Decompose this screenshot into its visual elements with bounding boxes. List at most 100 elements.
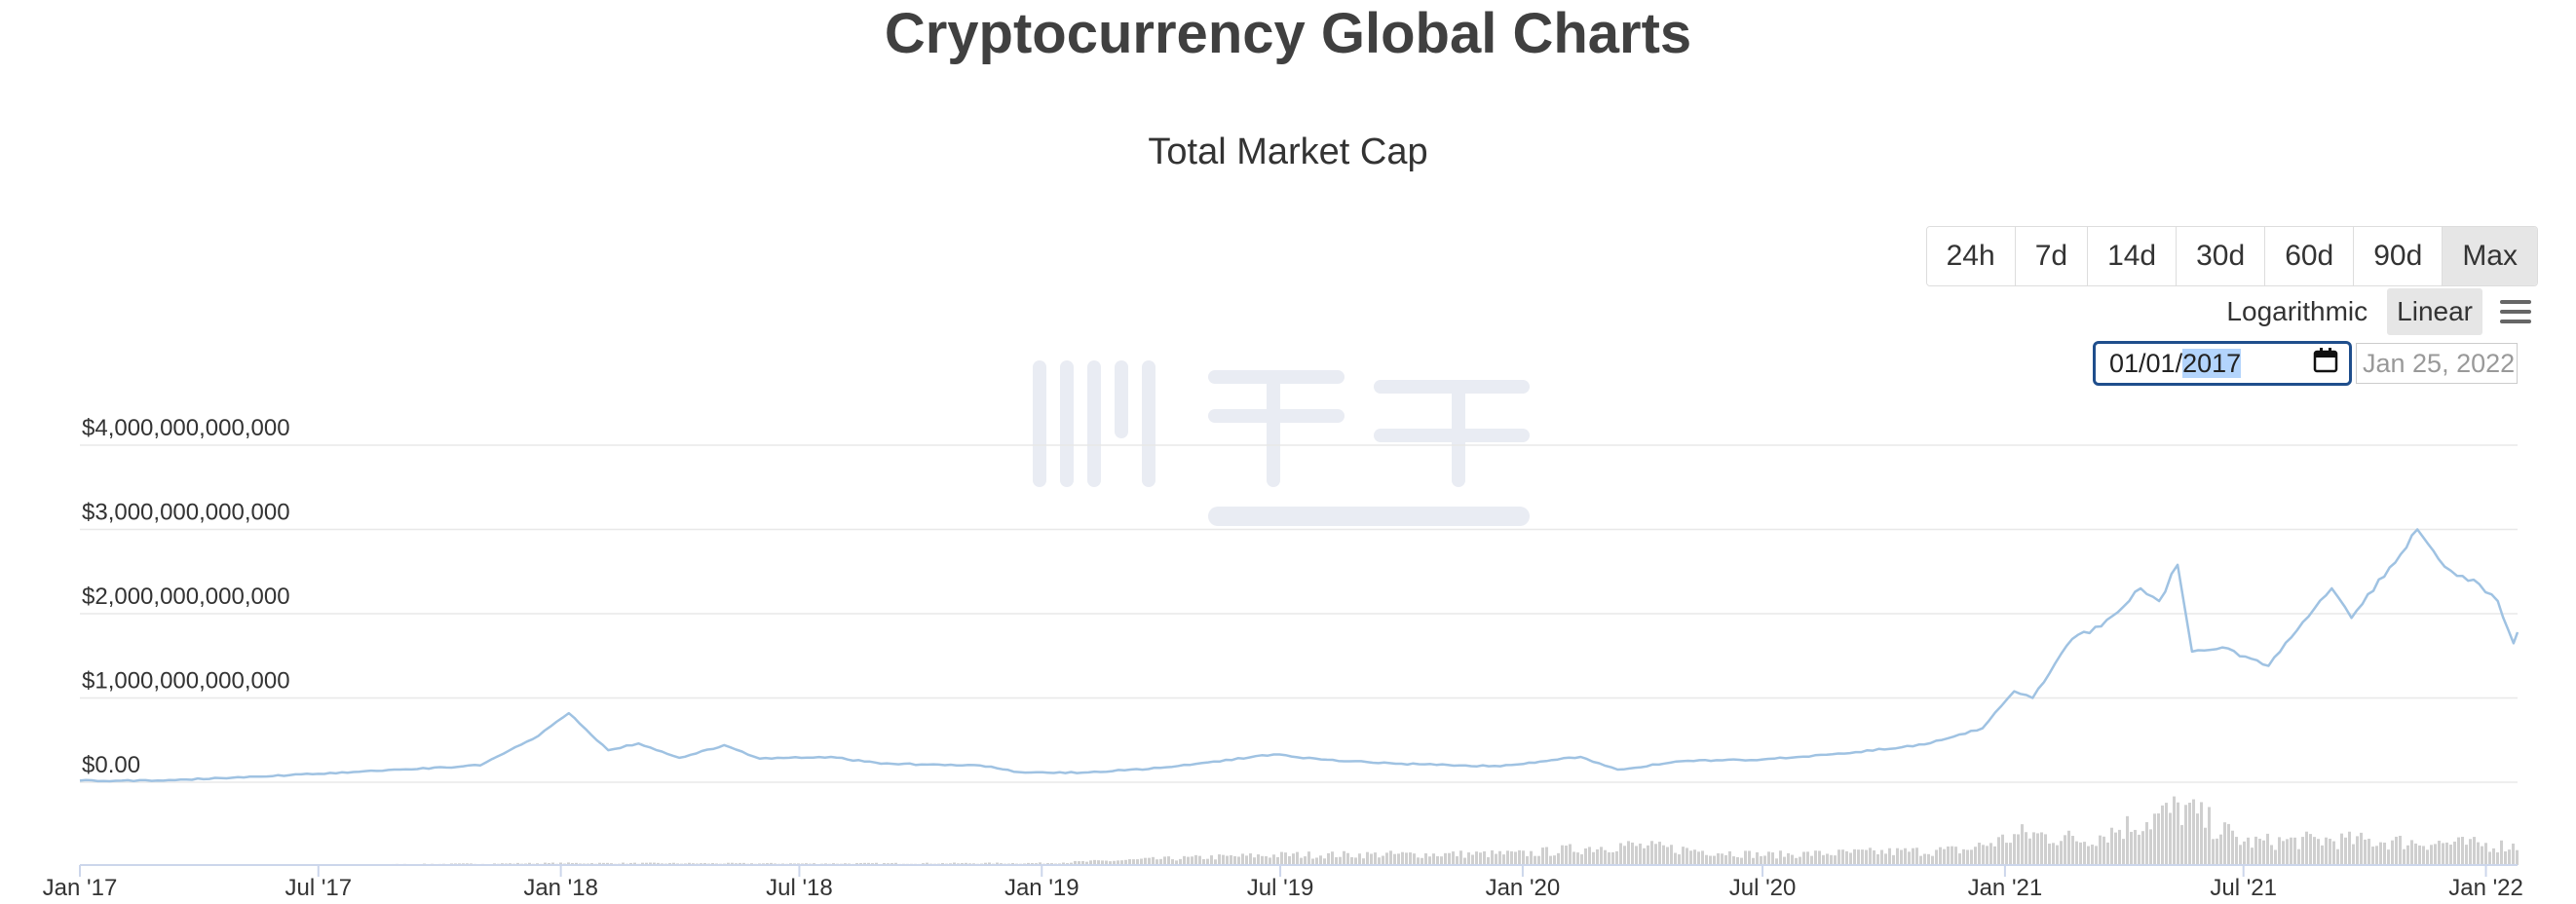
volume-bar — [1510, 850, 1513, 865]
volume-bar — [2243, 841, 2246, 865]
x-tick-label: Jan '18 — [523, 875, 598, 901]
volume-bar — [1335, 857, 1338, 865]
volume-bar — [649, 862, 652, 865]
volume-bar — [1662, 845, 1665, 865]
range-button-90d[interactable]: 90d — [2353, 227, 2443, 285]
volume-bar — [1120, 860, 1123, 865]
volume-bar — [2414, 843, 2417, 865]
volume-bar — [1580, 854, 1583, 865]
volume-bar — [1506, 850, 1509, 865]
volume-bar — [1763, 855, 1766, 865]
volume-bar — [1744, 850, 1747, 865]
volume-bar — [1760, 855, 1762, 865]
volume-bar — [1923, 853, 1926, 865]
volume-bar — [1191, 856, 1193, 865]
volume-bar — [1900, 849, 1903, 865]
volume-bar — [2227, 823, 2230, 865]
volume-bar — [2305, 831, 2308, 865]
volume-bar — [1608, 851, 1610, 865]
volume-bar — [1354, 857, 1357, 865]
volume-bar — [2332, 841, 2335, 865]
volume-bar — [1876, 853, 1879, 865]
volume-bar — [2286, 839, 2289, 865]
volume-bar — [1487, 857, 1490, 865]
x-tick-label: Jan '19 — [1004, 875, 1080, 901]
volume-bar — [1105, 860, 1108, 865]
volume-bar — [1378, 857, 1381, 865]
volume-bar — [1857, 849, 1860, 865]
volume-bar — [1479, 852, 1482, 865]
volume-bar — [688, 862, 691, 865]
volume-bar — [1908, 851, 1911, 865]
volume-bar — [1861, 849, 1864, 865]
volume-bar — [1775, 858, 1778, 865]
volume-bar — [2028, 838, 2031, 865]
volume-bar — [1537, 855, 1540, 865]
hamburger-menu-icon[interactable] — [2492, 288, 2539, 335]
volume-bar — [1230, 854, 1232, 865]
volume-bar — [1300, 857, 1303, 865]
volume-bar — [2009, 843, 2012, 865]
range-button-30d[interactable]: 30d — [2176, 227, 2265, 285]
volume-bar — [2110, 827, 2113, 865]
volume-bar — [1155, 859, 1158, 865]
volume-bar — [1880, 849, 1883, 865]
volume-bar — [2445, 842, 2448, 865]
volume-bar — [1958, 853, 1961, 865]
volume-bar — [1970, 849, 1973, 865]
volume-bar — [2329, 838, 2331, 865]
volume-bar — [1148, 857, 1151, 865]
volume-bar — [2352, 844, 2355, 865]
volume-bar — [1249, 853, 1252, 865]
linear-button[interactable]: Linear — [2387, 288, 2482, 335]
volume-bar — [1140, 858, 1143, 865]
volume-bar — [1584, 848, 1587, 865]
volume-bar — [1074, 860, 1077, 865]
volume-bar — [1752, 857, 1755, 865]
volume-bar — [1374, 852, 1377, 865]
volume-bar — [1534, 855, 1536, 865]
volume-bar — [528, 862, 531, 865]
range-button-14d[interactable]: 14d — [2087, 227, 2177, 285]
volume-bar — [2430, 845, 2433, 865]
volume-bar — [1530, 850, 1533, 865]
volume-bar — [1654, 844, 1657, 865]
volume-bar — [1011, 862, 1014, 865]
calendar-icon[interactable] — [2312, 347, 2339, 381]
volume-bar — [996, 862, 999, 865]
range-button-max[interactable]: Max — [2442, 227, 2537, 285]
volume-bar — [1389, 850, 1392, 865]
volume-bar — [1350, 856, 1353, 865]
logarithmic-button[interactable]: Logarithmic — [2216, 288, 2377, 335]
volume-bar — [1615, 850, 1618, 865]
volume-bar — [1070, 862, 1073, 865]
date-to-input[interactable]: Jan 25, 2022 — [2356, 343, 2518, 384]
volume-bar — [770, 862, 773, 865]
volume-bar — [1109, 861, 1112, 865]
volume-bar — [2106, 842, 2109, 865]
volume-bar — [1978, 842, 1981, 865]
volume-bar — [2130, 831, 2133, 865]
date-from-input[interactable]: 01/01/2017 — [2093, 341, 2352, 386]
y-tick-label: $4,000,000,000,000 — [82, 415, 290, 441]
volume-bar — [1206, 858, 1209, 865]
volume-bar — [1393, 853, 1396, 865]
volume-bar — [1081, 860, 1084, 865]
volume-bar — [1366, 851, 1369, 865]
date-from-value: 01/01/2017 — [2109, 348, 2242, 379]
volume-bar — [2477, 842, 2480, 865]
volume-bar — [1771, 852, 1774, 865]
volume-bar — [1237, 856, 1240, 865]
volume-bar — [1912, 848, 1914, 865]
volume-bar — [2473, 837, 2476, 865]
range-button-24h[interactable]: 24h — [1926, 227, 2015, 285]
volume-bar — [2161, 805, 2164, 865]
volume-bar — [1943, 848, 1946, 865]
volume-bar — [1553, 855, 1556, 865]
range-button-7d[interactable]: 7d — [2014, 227, 2088, 285]
range-button-60d[interactable]: 60d — [2264, 227, 2354, 285]
volume-bar — [1498, 850, 1501, 865]
volume-bar — [2484, 843, 2487, 865]
volume-bar — [641, 862, 644, 865]
